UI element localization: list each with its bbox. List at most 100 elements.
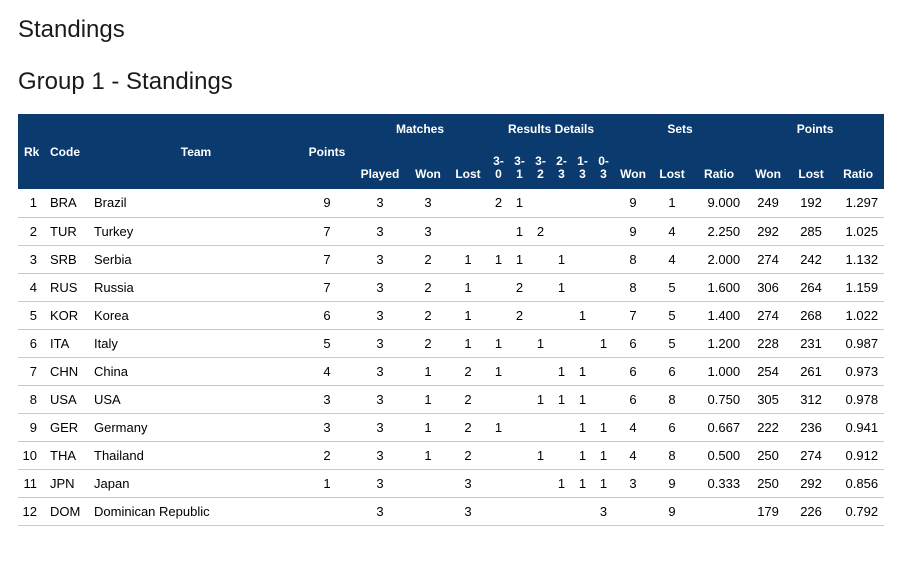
col-header-0-3: 0- 3 [593, 143, 615, 189]
cell-pts_lost: 274 [790, 441, 833, 470]
cell-pts_won: 222 [746, 413, 791, 442]
cell-code: TUR [44, 217, 90, 246]
cell-won: 1 [408, 357, 448, 386]
cell-played: 3 [352, 469, 408, 498]
cell-pts_ratio: 0.973 [832, 357, 885, 386]
cell-sets_lost: 8 [652, 385, 693, 414]
col-header-3-2: 3- 2 [530, 143, 551, 189]
cell-sets_ratio: 9.000 [692, 189, 747, 218]
col-header-sets-won: Won [614, 143, 653, 189]
cell-r13 [572, 329, 593, 358]
col-header-points-ratio: Ratio [832, 143, 885, 189]
cell-r13: 1 [572, 469, 593, 498]
cell-r32: 2 [530, 217, 551, 246]
cell-won [408, 469, 448, 498]
cell-sets_won: 7 [614, 301, 653, 330]
cell-r31 [509, 385, 530, 414]
cell-r03 [593, 245, 615, 274]
cell-team: Serbia [90, 245, 302, 274]
cell-pts_won: 228 [746, 329, 791, 358]
cell-lost: 2 [448, 357, 488, 386]
cell-pts_lost: 231 [790, 329, 833, 358]
table-row: 4 RUS Russia 7 3 2 1 2 1 8 5 1.600 306 264 1.159 [18, 273, 885, 302]
cell-won [408, 497, 448, 526]
cell-pts_won: 179 [746, 497, 791, 526]
cell-pts_ratio: 0.978 [832, 385, 885, 414]
cell-sets_ratio [692, 497, 747, 526]
cell-team: Brazil [90, 189, 302, 218]
cell-played: 3 [352, 497, 408, 526]
cell-lost [448, 217, 488, 246]
cell-lost: 3 [448, 497, 488, 526]
cell-r23 [551, 217, 572, 246]
col-header-matches-lost: Lost [448, 143, 488, 189]
cell-lost: 2 [448, 385, 488, 414]
cell-pts_won: 306 [746, 273, 791, 302]
cell-pts_ratio: 1.297 [832, 189, 885, 218]
cell-code: USA [44, 385, 90, 414]
cell-r23 [551, 441, 572, 470]
cell-r03: 1 [593, 441, 615, 470]
cell-pts_lost: 264 [790, 273, 833, 302]
cell-r31 [509, 441, 530, 470]
cell-r13: 1 [572, 357, 593, 386]
cell-r30: 1 [488, 413, 509, 442]
cell-points: 5 [302, 329, 352, 358]
cell-lost: 2 [448, 441, 488, 470]
cell-won: 2 [408, 273, 448, 302]
cell-pts_lost: 261 [790, 357, 833, 386]
group-header-sets: Sets [614, 114, 747, 143]
group-header-results-details: Results Details [488, 114, 615, 143]
cell-r30 [488, 469, 509, 498]
cell-won: 2 [408, 301, 448, 330]
col-header-points: Points [302, 114, 352, 189]
cell-r13: 1 [572, 385, 593, 414]
cell-lost [448, 189, 488, 218]
cell-code: THA [44, 441, 90, 470]
cell-points: 9 [302, 189, 352, 218]
cell-r31: 1 [509, 217, 530, 246]
cell-r31: 1 [509, 245, 530, 274]
cell-r30 [488, 301, 509, 330]
cell-r13 [572, 497, 593, 526]
cell-pts_lost: 226 [790, 497, 833, 526]
table-row: 10 THA Thailand 2 3 1 2 1 1 1 4 8 0.500 250 274 0.912 [18, 441, 885, 470]
cell-sets_lost: 9 [652, 469, 693, 498]
cell-r30: 1 [488, 329, 509, 358]
cell-r13: 1 [572, 441, 593, 470]
cell-won: 3 [408, 217, 448, 246]
cell-rk: 5 [18, 301, 44, 330]
table-row: 6 ITA Italy 5 3 2 1 1 1 1 6 5 1.200 228 231 0.987 [18, 329, 885, 358]
cell-r23 [551, 301, 572, 330]
cell-pts_ratio: 0.856 [832, 469, 885, 498]
cell-team: Korea [90, 301, 302, 330]
cell-team: USA [90, 385, 302, 414]
cell-points: 7 [302, 245, 352, 274]
cell-pts_ratio: 1.159 [832, 273, 885, 302]
cell-won: 2 [408, 245, 448, 274]
cell-played: 3 [352, 273, 408, 302]
cell-r23: 1 [551, 245, 572, 274]
page: Standings Group 1 - Standings Rk Code Te… [18, 16, 885, 526]
cell-sets_lost: 6 [652, 357, 693, 386]
cell-pts_lost: 268 [790, 301, 833, 330]
cell-r32 [530, 469, 551, 498]
group-header-points: Points [746, 114, 885, 143]
cell-sets_ratio: 0.500 [692, 441, 747, 470]
table-row: 1 BRA Brazil 9 3 3 2 1 9 1 9.000 249 192 1.297 [18, 189, 885, 218]
cell-r30 [488, 217, 509, 246]
cell-team: Dominican Republic [90, 497, 302, 526]
cell-played: 3 [352, 301, 408, 330]
cell-points: 7 [302, 217, 352, 246]
cell-lost: 1 [448, 273, 488, 302]
cell-played: 3 [352, 441, 408, 470]
cell-rk: 2 [18, 217, 44, 246]
cell-played: 3 [352, 385, 408, 414]
cell-sets_ratio: 0.333 [692, 469, 747, 498]
standings-tbody: 1 BRA Brazil 9 3 3 2 1 9 1 9.000 249 192 1.297 2 TUR Tur… [18, 189, 885, 526]
cell-sets_lost: 5 [652, 329, 693, 358]
cell-r32 [530, 413, 551, 442]
cell-won: 1 [408, 441, 448, 470]
cell-lost: 3 [448, 469, 488, 498]
cell-rk: 4 [18, 273, 44, 302]
